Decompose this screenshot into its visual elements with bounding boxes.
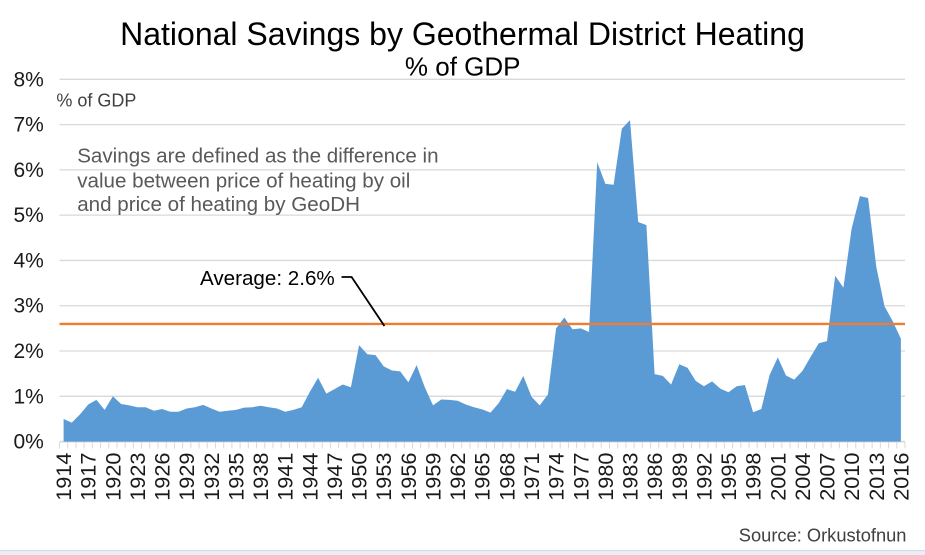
svg-text:% of GDP: % of GDP (405, 52, 521, 82)
svg-text:1980: 1980 (593, 453, 618, 501)
svg-text:2004: 2004 (790, 453, 815, 501)
svg-text:1920: 1920 (100, 453, 125, 501)
svg-text:2001: 2001 (765, 453, 790, 501)
svg-text:1938: 1938 (248, 453, 273, 501)
svg-text:1944: 1944 (297, 453, 322, 501)
svg-text:Source: Orkustofnun: Source: Orkustofnun (739, 525, 907, 546)
svg-text:Savings are defined as the dif: Savings are defined as the difference in (77, 145, 438, 168)
svg-text:2010: 2010 (839, 453, 864, 501)
svg-text:0%: 0% (13, 431, 43, 454)
svg-text:1983: 1983 (618, 453, 643, 501)
svg-text:1959: 1959 (421, 453, 446, 501)
svg-text:1926: 1926 (150, 453, 175, 501)
svg-text:1914: 1914 (51, 453, 76, 501)
svg-text:1992: 1992 (691, 453, 716, 501)
svg-text:2013: 2013 (864, 453, 889, 501)
svg-text:1989: 1989 (667, 453, 692, 501)
svg-text:1968: 1968 (494, 453, 519, 501)
svg-text:8%: 8% (13, 68, 43, 91)
svg-text:1977: 1977 (568, 453, 593, 501)
svg-text:1941: 1941 (273, 453, 298, 501)
svg-text:6%: 6% (13, 159, 43, 182)
svg-text:1986: 1986 (642, 453, 667, 501)
svg-text:1998: 1998 (741, 453, 766, 501)
svg-text:1947: 1947 (322, 453, 347, 501)
svg-text:3%: 3% (13, 295, 43, 318)
svg-text:1923: 1923 (125, 453, 150, 501)
svg-text:1953: 1953 (371, 453, 396, 501)
svg-text:2%: 2% (13, 340, 43, 363)
svg-text:1962: 1962 (445, 452, 470, 500)
svg-text:and price of heating by GeoDH: and price of heating by GeoDH (77, 193, 360, 216)
svg-text:1956: 1956 (396, 453, 421, 501)
svg-text:1%: 1% (13, 385, 43, 408)
svg-text:1974: 1974 (544, 453, 569, 501)
svg-text:1950: 1950 (347, 453, 372, 501)
svg-text:1932: 1932 (199, 453, 224, 501)
svg-text:1965: 1965 (470, 453, 495, 501)
svg-text:1971: 1971 (519, 453, 544, 501)
svg-text:7%: 7% (13, 114, 43, 137)
svg-text:value between price of heating: value between price of heating by oil (77, 169, 410, 192)
svg-text:1995: 1995 (716, 453, 741, 501)
svg-text:1917: 1917 (76, 453, 101, 501)
svg-text:5%: 5% (13, 204, 43, 227)
svg-text:Average: 2.6%: Average: 2.6% (200, 267, 335, 290)
svg-text:% of GDP: % of GDP (56, 90, 136, 110)
svg-text:1935: 1935 (224, 453, 249, 501)
svg-text:2016: 2016 (888, 453, 913, 501)
svg-text:2007: 2007 (815, 453, 840, 501)
svg-text:4%: 4% (13, 250, 43, 273)
svg-text:National Savings by Geothermal: National Savings by Geothermal District … (120, 16, 805, 52)
svg-text:1929: 1929 (174, 453, 199, 501)
